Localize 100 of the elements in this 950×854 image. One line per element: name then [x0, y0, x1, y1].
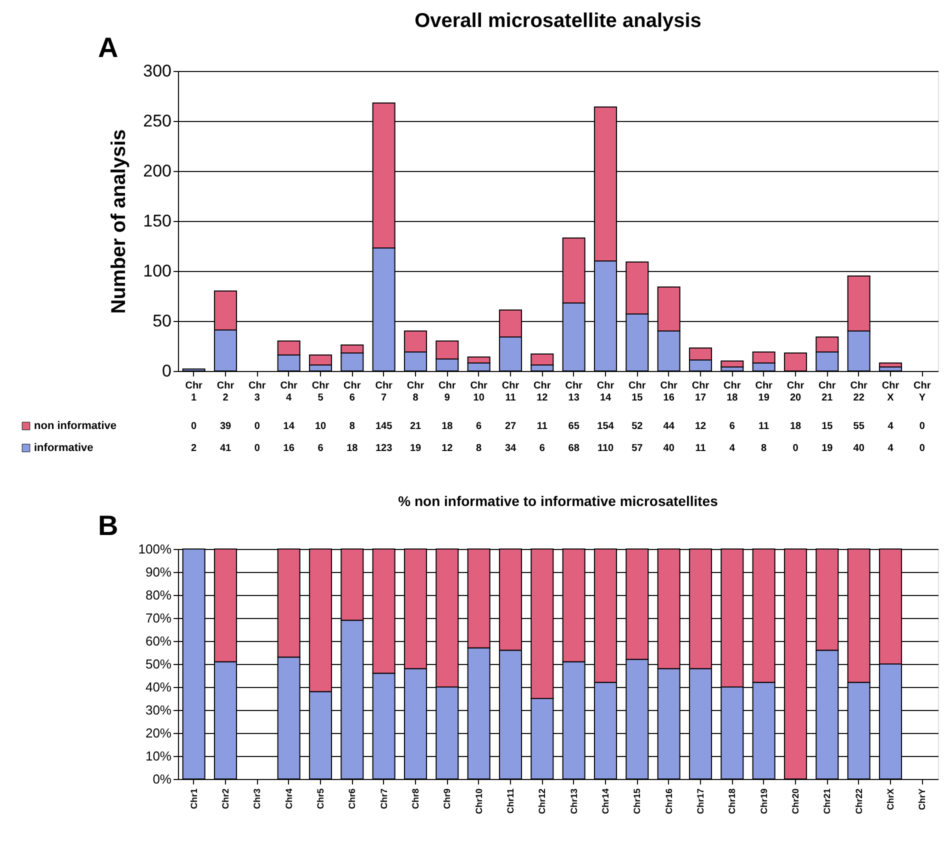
data-label: 123 [375, 443, 393, 454]
data-label: 15 [822, 421, 834, 432]
x-tick-label: Chr7 [378, 788, 389, 810]
x-tick-label: Chr 17 [692, 380, 710, 404]
data-label: 8 [349, 421, 356, 432]
data-label: 39 [220, 421, 232, 432]
x-tick-label: Chr12 [537, 788, 548, 814]
data-label: 154 [597, 421, 614, 432]
x-tick-label: Chr X [882, 380, 900, 404]
data-label: 18 [442, 421, 454, 432]
data-label: 0 [919, 443, 926, 454]
x-tick-label: Chr21 [822, 788, 832, 814]
y-tick-label: 100% [138, 542, 172, 556]
x-tick-label: Chr 10 [470, 380, 488, 404]
data-label: 2 [191, 443, 198, 454]
y-tick-label: 0 [162, 362, 172, 380]
data-label: 0 [792, 443, 799, 454]
data-label: 4 [888, 443, 894, 454]
data-label: 4 [888, 421, 894, 432]
x-tick-label: Chr4 [284, 788, 294, 810]
x-tick-label: Chr2 [220, 788, 230, 810]
x-tick-label: Chr 13 [565, 380, 583, 404]
y-tick-label: 20% [145, 726, 172, 740]
y-tick-label: 70% [145, 610, 172, 626]
x-tick-label: Chr 5 [312, 380, 330, 404]
x-tick-label: Chr 12 [534, 380, 551, 404]
x-tick-label: Chr 7 [375, 380, 393, 404]
data-label: 12 [442, 443, 454, 454]
x-tick-label: Chr9 [442, 788, 452, 810]
data-label: 19 [410, 443, 422, 454]
data-label: 14 [283, 421, 295, 432]
data-label: 19 [822, 443, 834, 454]
data-label: 41 [220, 443, 232, 454]
data-label: 0 [191, 421, 198, 432]
x-tick-label: Chr22 [854, 788, 864, 814]
y-tick-label: 150 [143, 212, 172, 230]
y-tick-label: 80% [145, 588, 172, 602]
x-tick-label: Chr18 [727, 788, 738, 814]
x-tick-label: Chr 6 [344, 380, 361, 404]
x-tick-label: Chr10 [474, 788, 484, 814]
data-label: 68 [568, 443, 580, 454]
y-tick-label: 60% [145, 634, 172, 648]
x-tick-label: Chr 1 [185, 380, 203, 404]
data-label: 11 [536, 421, 548, 432]
x-tick-label: ChrX [886, 788, 896, 810]
data-label: 110 [597, 443, 614, 454]
data-label: 0 [254, 443, 260, 454]
x-tick-label: Chr 20 [786, 380, 804, 404]
data-label: 40 [663, 443, 675, 454]
x-tick-label: Chr11 [506, 788, 516, 814]
data-label: 145 [375, 421, 393, 432]
y-tick-label: 250 [143, 112, 172, 130]
x-tick-label: Chr17 [696, 788, 706, 814]
data-label: 11 [695, 443, 706, 454]
data-label: 55 [853, 421, 865, 432]
x-tick-label: Chr 2 [216, 380, 234, 404]
y-tick-label: 90% [145, 564, 172, 580]
data-label: 27 [504, 421, 516, 432]
x-tick-label: Chr1 [188, 788, 199, 810]
x-tick-label: Chr14 [600, 788, 610, 814]
data-label: 18 [346, 443, 358, 454]
x-tick-label: Chr19 [758, 788, 769, 814]
data-label: 8 [476, 443, 482, 454]
x-tick-label: Chr8 [410, 788, 420, 810]
data-label: 4 [729, 443, 736, 454]
text: B [98, 510, 118, 541]
data-label: 11 [758, 421, 770, 432]
bar [879, 362, 902, 368]
x-tick-label: Chr6 [347, 788, 358, 810]
legend-label: informative [34, 442, 94, 454]
x-tick-label: Chr 19 [755, 380, 773, 404]
data-label: 0 [919, 421, 926, 432]
y-tick-label: 0% [152, 772, 172, 786]
text: A [98, 32, 118, 63]
x-tick-label: Chr13 [568, 788, 579, 814]
x-tick-label: Chr 18 [724, 380, 741, 404]
chart-title: Overall microsatellite analysis [414, 10, 702, 32]
y-tick-label: 200 [143, 162, 172, 180]
x-tick-label: Chr 22 [850, 380, 868, 404]
data-label: 34 [504, 443, 516, 454]
data-label: 8 [761, 443, 768, 454]
x-tick-label: Chr 4 [280, 380, 298, 404]
data-label: 6 [476, 421, 482, 432]
data-label: 52 [632, 421, 644, 432]
x-tick-label: Chr 14 [596, 380, 614, 404]
x-tick-label: Chr 16 [660, 380, 678, 404]
data-label: 16 [283, 443, 295, 454]
data-label: 21 [410, 421, 422, 432]
bar [720, 360, 744, 368]
y-tick-label: 10% [145, 748, 172, 764]
y-tick-label: 100 [143, 262, 172, 280]
x-tick-label: Chr 8 [406, 380, 424, 404]
x-tick-label: ChrY [917, 788, 928, 810]
data-label: 6 [729, 421, 736, 432]
legend-label: non informative [34, 420, 117, 432]
x-tick-label: Chr 21 [818, 380, 836, 404]
data-label: 10 [314, 421, 326, 432]
x-tick-label: Chr5 [316, 788, 326, 810]
data-label: 44 [663, 421, 675, 432]
x-tick-label: Chr3 [252, 788, 262, 810]
